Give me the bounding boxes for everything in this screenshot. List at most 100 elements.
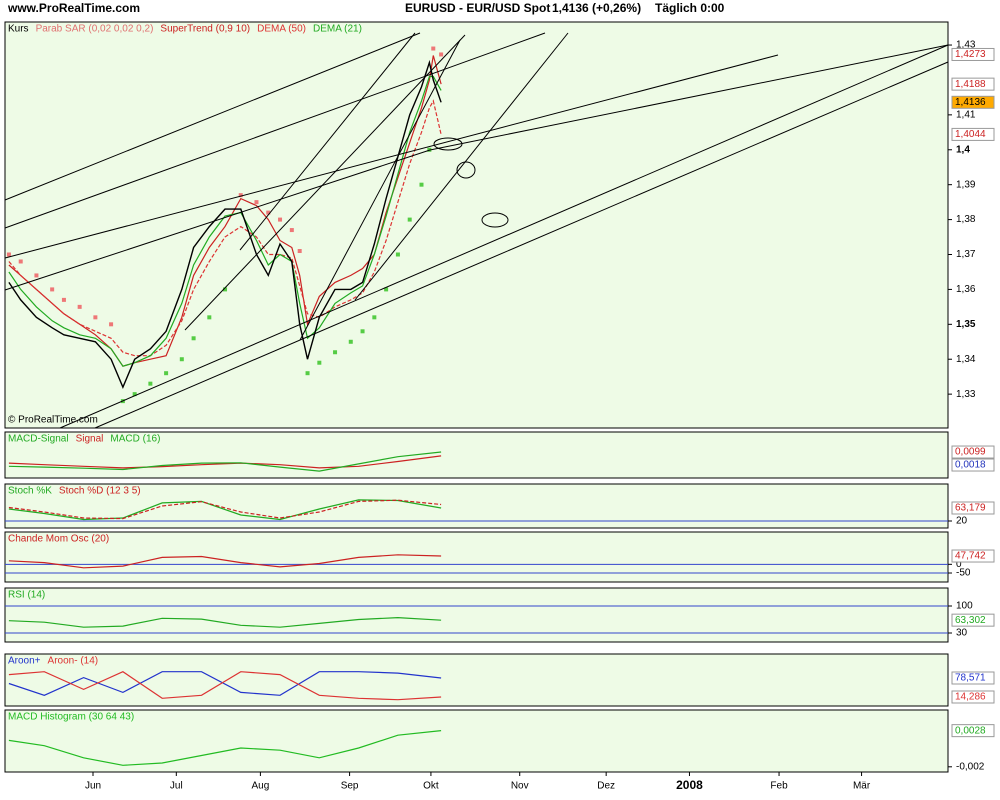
y-tick-label: 1,36 [956,284,976,295]
value-tag [951,724,995,738]
value-tag-label: 1,4044 [955,129,986,140]
sar-dot [164,371,169,376]
series-line [8,616,442,628]
value-tag-label: 63,179 [955,503,986,514]
panel [4,587,949,643]
value-tag-label: 1,4188 [955,79,986,90]
y-tick-label: 1,43 [956,40,976,51]
x-tick-label: Jun [85,781,101,792]
trend-line [4,32,421,201]
sar-dot [77,304,82,309]
y-tick-label: 1,33 [956,389,976,400]
series-line [8,75,442,367]
sar-dot [18,259,23,264]
series-line [8,451,442,472]
value-tag [951,690,995,704]
sar-dot [384,287,389,292]
legend-entry: DEMA (21) [313,24,362,35]
sar-dot [333,350,338,355]
trend-line [184,34,466,331]
value-tag-label: 0,0099 [955,447,986,458]
value-tag [951,501,995,515]
trend-lines [4,32,949,429]
sar-dot [266,210,271,215]
value-tag-label: 1,4273 [955,49,986,60]
legend-entry: Stoch %D (12 3 5) [59,486,141,497]
sar-dot [109,322,114,327]
y-tick-label: 1,34 [956,354,976,365]
series-line [8,730,442,766]
sar-dot [431,46,436,51]
value-tag-label: 78,571 [955,673,986,684]
x-tick-label: Nov [511,781,529,792]
value-tag [951,613,995,627]
trend-line [4,149,431,291]
sar-dot [395,252,400,257]
y-tick-label: 1,41 [956,110,976,121]
legend-entry: MACD Histogram (30 64 43) [8,712,134,723]
sar-dot [50,287,55,292]
sar-dot [317,360,322,365]
y-tick-label: 100 [956,601,973,612]
panel [4,531,949,583]
period: Täglich 0:00 [655,1,725,15]
y-tick-label: 0 [956,559,962,570]
ellipse [433,137,463,151]
legend-entry: RSI (14) [8,590,45,601]
sar-dot [6,252,11,257]
value-tag-label: 1,4136 [955,97,986,108]
series-line [8,671,442,696]
sar-dot [254,200,259,205]
panel [4,21,949,429]
series-line [8,455,442,469]
panel [4,709,949,773]
y-tick-label: 1,4 [956,144,970,155]
sar-dot [372,315,377,320]
ellipse [481,212,509,228]
value-tag [951,47,995,61]
series-line [8,499,442,521]
sar-dot [179,357,184,362]
x-tick-label: Sep [341,781,359,792]
x-tick-label: 2008 [676,778,703,792]
value-tag [951,127,995,141]
value-tag-label: 0,0018 [955,460,986,471]
sar-dot [439,52,444,57]
legend-entry: Chande Mom Osc (20) [8,534,109,545]
sar-dot [191,336,196,341]
sar-dot [297,249,302,254]
copyright: © ProRealTime.com [8,415,98,426]
site-name: www.ProRealTime.com [7,1,140,15]
sar-dot [34,273,39,278]
legend-entry: Parab SAR (0,02 0,02 0,2) [36,24,154,35]
y-tick-label: 20 [956,516,968,527]
value-tag [951,458,995,472]
value-tag [951,77,995,91]
trend-line [354,32,569,301]
sar-dot [238,193,243,198]
sar-dot [289,228,294,233]
instrument: EURUSD - EUR/USD Spot [405,1,550,15]
sar-dot [148,381,153,386]
x-tick-label: Aug [251,781,269,792]
series-line [8,499,442,520]
trend-line [59,44,949,429]
series-line [8,99,442,357]
sar-dot [419,182,424,187]
y-tick-label: 1,35 [956,319,976,330]
x-tick-label: Mär [853,781,871,792]
sar-dot [348,339,353,344]
sar-dot [132,392,137,397]
x-tick-label: Feb [770,781,788,792]
legend-entry: Kurs [8,24,29,35]
y-tick-label: 1,39 [956,179,976,190]
value-tag [951,671,995,685]
sar-dot [407,217,412,222]
trend-line [4,32,546,229]
sar-dot [207,315,212,320]
y-tick-label: 1,37 [956,249,976,260]
sar-dot [93,315,98,320]
x-tick-label: Jul [170,781,183,792]
value-tag [951,95,995,109]
